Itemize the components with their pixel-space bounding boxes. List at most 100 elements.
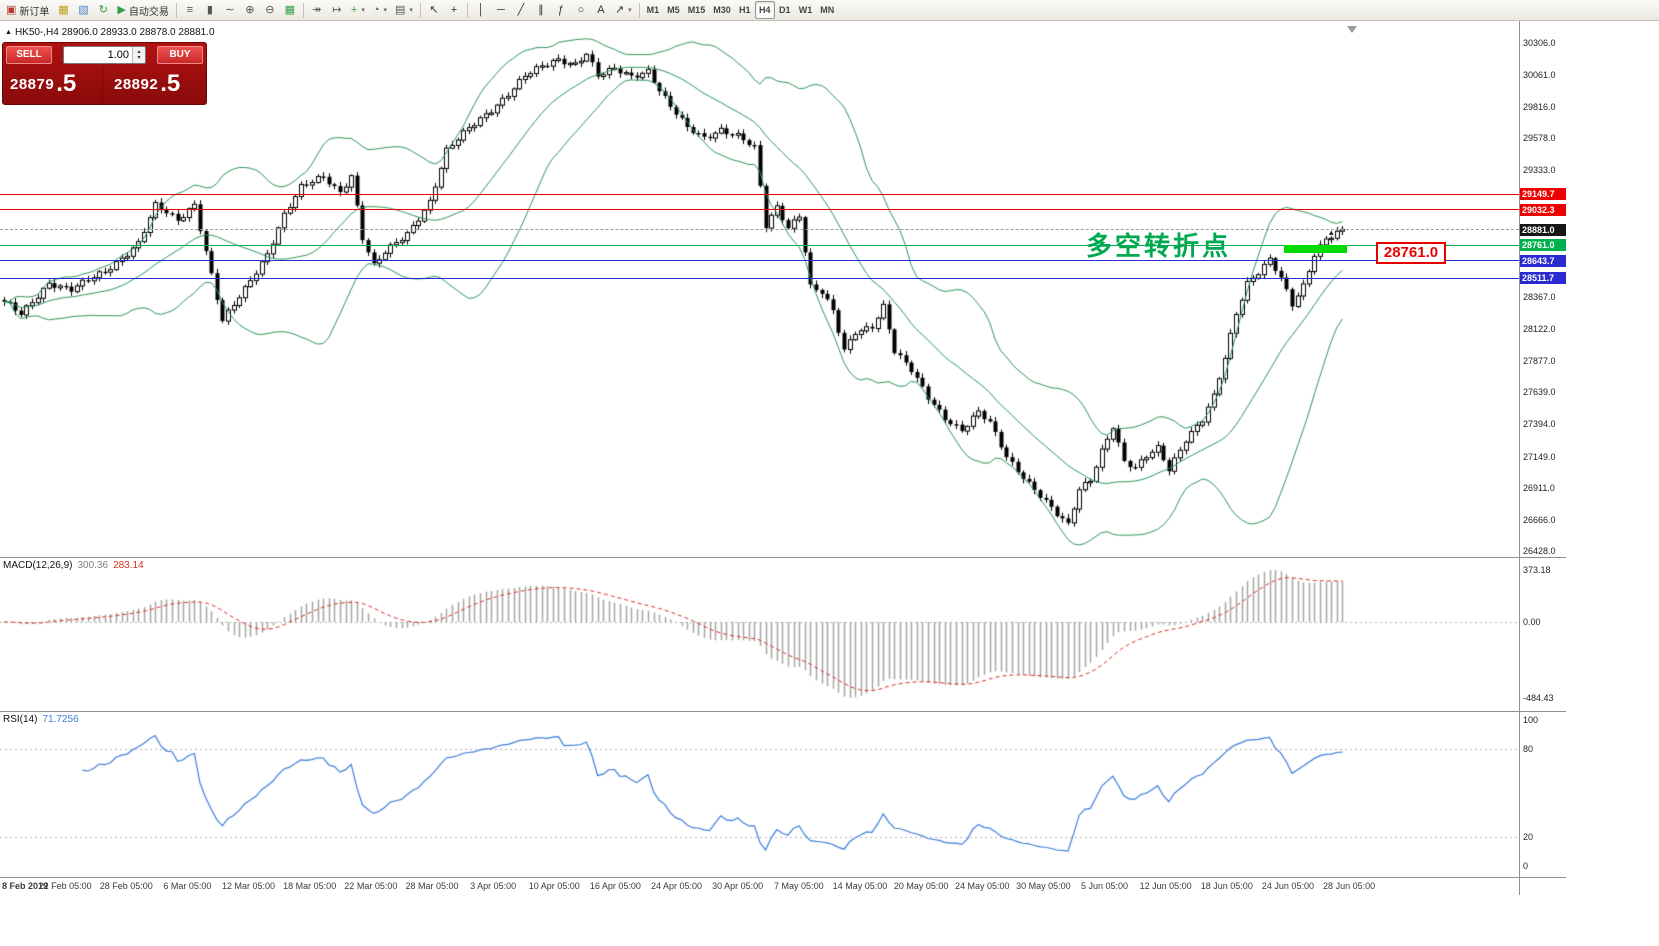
zoom-out-icon[interactable]: ⊖ — [260, 1, 280, 19]
add-indicator-button-glyph: + — [350, 3, 358, 16]
trendline-icon[interactable]: ╱ — [511, 1, 531, 19]
rsi-name: RSI(14) — [3, 714, 38, 725]
new-order-button-label: 新订单 — [19, 6, 50, 18]
add-indicator-button[interactable]: + ▾ — [347, 1, 369, 19]
templates-button-caret: ▾ — [409, 7, 413, 14]
buy-button[interactable]: BUY — [157, 46, 203, 64]
periods-button-glyph: ◔ — [372, 3, 380, 16]
bar-chart-icon[interactable]: ≡ — [180, 1, 200, 19]
cursor-icon[interactable]: ↖ — [424, 1, 444, 19]
sell-price-display[interactable]: 28879 .5 — [3, 65, 102, 103]
chart-shift-icon-glyph: ↦ — [332, 3, 342, 16]
spinner-up-icon[interactable]: ▴ — [137, 49, 141, 55]
toolbar-separator — [466, 2, 468, 18]
vertical-line-icon-glyph: │ — [477, 3, 485, 16]
macd-axis-label: 373.18 — [1523, 565, 1551, 575]
periods-button[interactable]: ◔ ▾ — [369, 1, 391, 19]
candlestick-chart-icon-glyph: ▮ — [206, 3, 213, 16]
profiles-icon[interactable]: ▧ — [73, 1, 93, 19]
buy-price-display[interactable]: 28892 .5 — [102, 65, 206, 103]
line-chart-icon[interactable]: ∼ — [220, 1, 240, 19]
tile-windows-icon[interactable]: ▦ — [280, 1, 300, 19]
timeframe-h4[interactable]: H4 — [754, 1, 775, 19]
timeframe-h4-label: H4 — [758, 5, 771, 15]
add-indicator-button-caret: ▾ — [361, 7, 365, 14]
price-tick: 30306.0 — [1523, 37, 1556, 48]
candlestick-chart-icon[interactable]: ▮ — [200, 1, 220, 19]
volume-spinner[interactable]: ▴ ▾ — [132, 47, 145, 63]
timeframe-m5[interactable]: M5 — [663, 1, 684, 19]
horizontal-line-icon[interactable]: ─ — [491, 1, 511, 19]
channel-icon[interactable]: ∥ — [531, 1, 551, 19]
sell-price-dec: .5 — [56, 70, 77, 97]
arrows-icon-caret: ▾ — [628, 7, 632, 14]
arrows-icon[interactable]: ↗ ▾ — [611, 1, 636, 19]
axis-badge-28643.7: 28643.7 — [1519, 254, 1566, 267]
chart-canvas[interactable] — [0, 0, 1519, 895]
price-tick: 27639.0 — [1523, 387, 1556, 398]
price-tick: 26428.0 — [1523, 546, 1556, 557]
timeframe-mn[interactable]: MN — [816, 1, 838, 19]
arrow-object-marker: ▴ — [1329, 227, 1334, 237]
timeframe-h1-label: H1 — [738, 5, 751, 15]
timeframe-mn-label: MN — [820, 5, 835, 15]
symbol-ohlc-text: HK50-,H4 28906.0 28933.0 28878.0 28881.0 — [14, 27, 215, 38]
toolbar: ▣ 新订单 ▦ ▧ ↻ ▶ 自动交易 ≡ ▮ ∼ ⊕ ⊖ ▦ ↠ ↦ + ▾ ◔ ▾ ▤ ▾ ↖ + │ ─ ╱ ∥ ƒ ○ A ↗ ▾ M1 M… — [0, 0, 1659, 21]
shapes-icon[interactable]: ○ — [571, 1, 591, 19]
macd-panel-separator[interactable] — [0, 557, 1566, 558]
tile-windows-icon-glyph: ▦ — [284, 3, 296, 16]
auto-scroll-icon[interactable]: ↠ — [307, 1, 327, 19]
timeframe-m30[interactable]: M30 — [709, 1, 735, 19]
price-tick: 28122.0 — [1523, 324, 1556, 335]
price-tick: 27149.0 — [1523, 451, 1556, 462]
annotation-text[interactable]: 多空转折点 — [1086, 231, 1232, 261]
price-callout-label[interactable]: 28761.0 — [1376, 242, 1446, 264]
axis-badge-28761.0: 28761.0 — [1519, 239, 1566, 252]
volume-value: 1.00 — [107, 49, 129, 61]
macd-indicator-label: MACD(12,26,9) 300.36 283.14 — [3, 560, 149, 571]
autotrading-button[interactable]: ▶ 自动交易 — [113, 1, 172, 19]
toolbar-separator — [638, 2, 640, 18]
zoom-out-icon-glyph: ⊖ — [265, 3, 275, 16]
bar-chart-icon-glyph: ≡ — [186, 3, 194, 16]
price-tick: 30061.0 — [1523, 70, 1556, 81]
autotrading-button-label: 自动交易 — [128, 6, 169, 18]
timeframe-m15-label: M15 — [687, 5, 706, 15]
green-trend-segment[interactable] — [1284, 245, 1347, 253]
timeframe-h1[interactable]: H1 — [735, 1, 755, 19]
volume-input[interactable]: 1.00 ▴ ▾ — [63, 46, 146, 64]
auto-scroll-icon-glyph: ↠ — [312, 3, 322, 16]
rsi-indicator-label: RSI(14) 71.7256 — [3, 714, 84, 725]
chart-shift-marker[interactable] — [1347, 26, 1357, 33]
rsi-axis-label: 80 — [1523, 744, 1534, 755]
new-order-button[interactable]: ▣ 新订单 — [2, 1, 53, 19]
timeframe-m1[interactable]: M1 — [643, 1, 664, 19]
one-click-trading-panel: SELL 1.00 ▴ ▾ BUY 28879 .5 28892 .5 — [2, 42, 207, 105]
refresh-icon[interactable]: ↻ — [93, 1, 113, 19]
chart-shift-icon[interactable]: ↦ — [327, 1, 347, 19]
fibonacci-icon[interactable]: ƒ — [551, 1, 571, 19]
line-chart-icon-glyph: ∼ — [225, 3, 235, 16]
charts-icon[interactable]: ▦ — [53, 1, 73, 19]
price-tick: 26666.0 — [1523, 514, 1556, 525]
text-icon-glyph: A — [597, 3, 605, 16]
charts-icon-glyph: ▦ — [58, 3, 69, 16]
trendline-icon-glyph: ╱ — [517, 3, 525, 16]
vertical-line-icon[interactable]: │ — [471, 1, 491, 19]
timeframe-w1[interactable]: W1 — [795, 1, 817, 19]
text-icon[interactable]: A — [591, 1, 611, 19]
sell-button[interactable]: SELL — [6, 46, 52, 64]
crosshair-icon[interactable]: + — [444, 1, 464, 19]
macd-name: MACD(12,26,9) — [3, 560, 73, 571]
time-axis-separator — [0, 877, 1566, 878]
rsi-panel-separator[interactable] — [0, 711, 1566, 712]
arrows-icon-glyph: ↗ — [614, 3, 625, 16]
timeframe-m15[interactable]: M15 — [684, 1, 710, 19]
timeframe-d1[interactable]: D1 — [775, 1, 795, 19]
zoom-in-icon[interactable]: ⊕ — [240, 1, 260, 19]
timeframe-w1-label: W1 — [798, 5, 813, 15]
spinner-down-icon[interactable]: ▾ — [137, 55, 141, 61]
rsi-axis-label: 100 — [1523, 715, 1539, 725]
templates-button[interactable]: ▤ ▾ — [391, 1, 417, 19]
